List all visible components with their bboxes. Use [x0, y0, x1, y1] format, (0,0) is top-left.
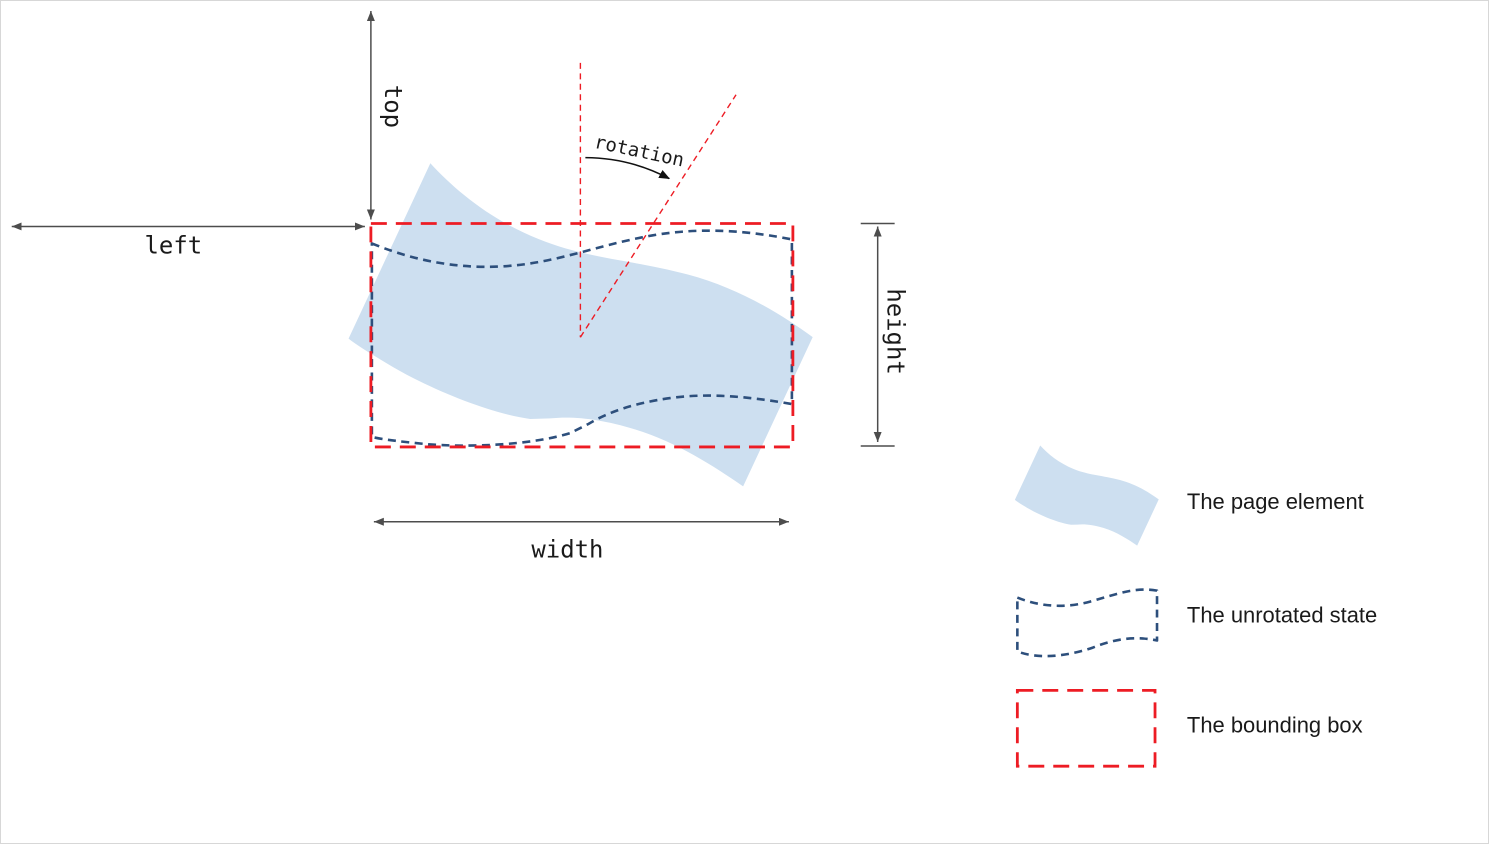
width-label: width: [531, 536, 603, 564]
height-label: height: [882, 288, 910, 374]
left-label: left: [145, 231, 203, 259]
main-diagram: top left height width rotation: [11, 10, 910, 564]
page-element-shape: [344, 151, 817, 525]
legend-bounding-box-swatch: [1015, 688, 1157, 768]
legend-unrotated-state-swatch: [1016, 588, 1159, 658]
legend-label-bounding-box: The bounding box: [1187, 712, 1363, 737]
legend: The page element The unrotated state The…: [1013, 441, 1377, 768]
legend-page-element-swatch: [1013, 441, 1160, 558]
bounding-box-rect: [369, 222, 795, 449]
legend-label-page-element: The page element: [1187, 489, 1364, 514]
top-label: top: [379, 85, 407, 128]
rotation-arrow: [585, 156, 671, 180]
legend-label-unrotated-state: The unrotated state: [1187, 603, 1377, 628]
